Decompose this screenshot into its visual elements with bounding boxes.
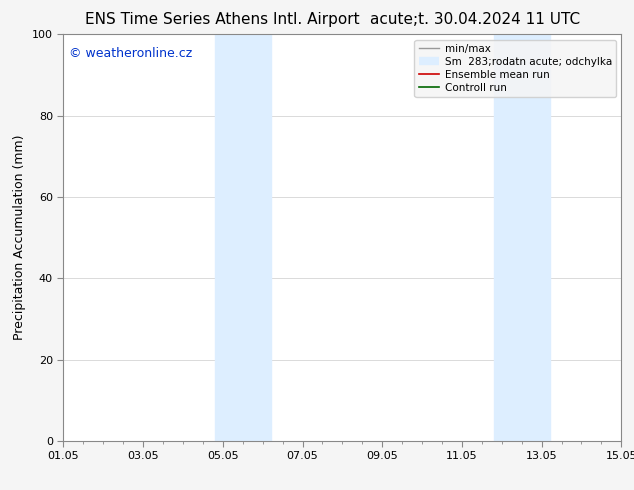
Y-axis label: Precipitation Accumulation (mm): Precipitation Accumulation (mm) xyxy=(13,135,27,341)
Text: ENS Time Series Athens Intl. Airport: ENS Time Series Athens Intl. Airport xyxy=(84,12,359,27)
Legend: min/max, Sm  283;rodatn acute; odchylka, Ensemble mean run, Controll run: min/max, Sm 283;rodatn acute; odchylka, … xyxy=(415,40,616,97)
Bar xyxy=(215,34,271,441)
Bar xyxy=(494,34,550,441)
Text: © weatheronline.cz: © weatheronline.cz xyxy=(69,47,192,59)
Text: acute;t. 30.04.2024 11 UTC: acute;t. 30.04.2024 11 UTC xyxy=(370,12,581,27)
